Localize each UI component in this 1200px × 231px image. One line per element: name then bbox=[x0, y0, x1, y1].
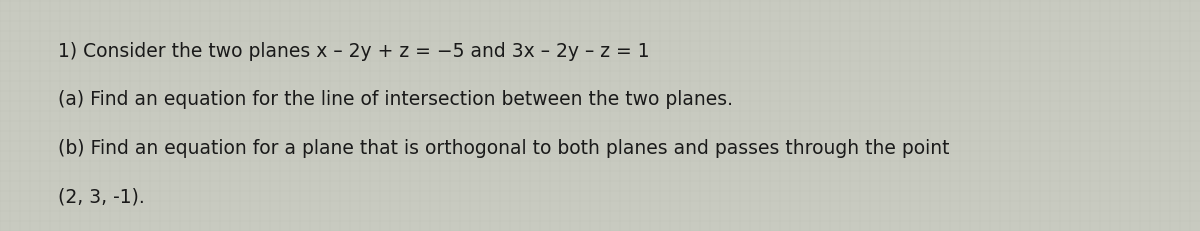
Text: (2, 3, -1).: (2, 3, -1). bbox=[58, 187, 144, 206]
Text: (b) Find an equation for a plane that is orthogonal to both planes and passes th: (b) Find an equation for a plane that is… bbox=[58, 139, 949, 158]
Text: 1) Consider the two planes x – 2y + z = −5 and 3x – 2y – z = 1: 1) Consider the two planes x – 2y + z = … bbox=[58, 42, 649, 61]
Text: (a) Find an equation for the line of intersection between the two planes.: (a) Find an equation for the line of int… bbox=[58, 90, 732, 109]
